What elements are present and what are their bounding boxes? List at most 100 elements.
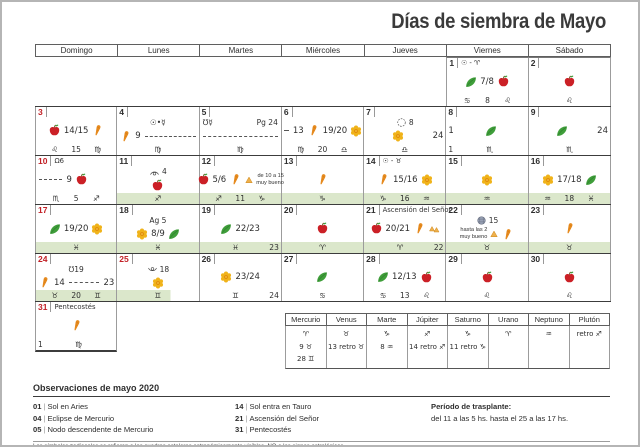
calendar-row-3: 17 19/20 ♓ 18 Ag 5 8/9 ♓ 19 22/23 ♓ 23 20 ♈ 21 Ascensi…	[35, 204, 611, 253]
separator: |	[43, 402, 46, 411]
text-token: 14	[54, 277, 65, 288]
separator: |	[43, 413, 46, 423]
day-icons-row: hasta las 2 muy bueno	[446, 226, 527, 242]
text-token: 22	[433, 243, 444, 252]
day-cell-header: 24	[36, 254, 116, 264]
day-icons-row: 5/6 de 10 a 15 muy bueno	[198, 166, 284, 193]
text-token: 23	[103, 277, 115, 288]
text-token: ♐	[154, 194, 162, 203]
observation-text: Sol en Aries	[47, 402, 88, 411]
text-token: ♒	[483, 194, 491, 203]
day-icons-row	[117, 177, 198, 193]
moon-constellation-row: ♑	[281, 193, 364, 204]
observation-text: Sol entra en Tauro	[249, 402, 312, 411]
day-cell-header: 4	[117, 107, 198, 117]
day-cell-22: 22 15 hasta las 2 muy bueno ♉	[446, 205, 529, 253]
separator: |	[43, 425, 46, 434]
observations-list: 01 | Sol en Aries 04 | Eclipse de Mercurio 05 |…	[33, 401, 610, 436]
day-number: 22	[446, 205, 462, 215]
transplant-title: Período de trasplante:	[431, 402, 512, 411]
text-token: 5	[73, 194, 79, 203]
day-number: 18	[117, 205, 133, 215]
astro-symbol-row: Ag 5	[117, 215, 198, 226]
day-icons-row: 13 19/20	[282, 117, 363, 144]
day-cell-header: 11	[117, 156, 198, 166]
day-icons-row: 14 23	[36, 275, 116, 290]
fruit-day-apple-icon	[48, 124, 61, 137]
calendar-rows: 1 ☉ - ♈ 7/8 ♋ 8 ♌ 2 ♌ 3 14/15 ♌ 15 ♍ 4 ☉•☿ 9 ♍ 5 ℧☿ Pg 24 ♍ 6…	[35, 57, 611, 352]
day-cell-header: 12	[200, 156, 281, 166]
empty-cell	[200, 57, 282, 106]
empty-cell	[117, 57, 199, 106]
day-cell-25: 25 18 ♊	[117, 254, 200, 301]
text-token: ♒	[423, 194, 430, 203]
moon-constellation-row: 1 ♍	[36, 339, 116, 350]
text-token: 20	[317, 145, 328, 154]
text-token: ℧19	[68, 265, 84, 274]
moon-constellation-row: ♓ 23	[199, 242, 281, 253]
day-cell-header: 28	[364, 254, 445, 264]
text-token: ♐	[215, 194, 222, 203]
day-cell-14: 14 ☉ - ♉ 15/16 ♑ 16 ♒	[364, 156, 447, 204]
planet-header-marte: Marte	[367, 314, 408, 325]
transplant-text: del 11 a las 5 hs. hasta el 25 a las 17 …	[431, 413, 569, 423]
note-text: de 10 a 15 muy bueno	[256, 173, 284, 186]
weekday-2: Martes	[200, 45, 283, 56]
day-note: Pentecostés	[54, 303, 96, 311]
fruit-day-apple-icon	[563, 271, 576, 284]
planet-position-venus: ♉ 13 retro ♉	[327, 326, 367, 368]
fruit-day-apple-icon	[75, 173, 88, 186]
day-number: 25	[117, 254, 133, 264]
moon-constellation-row: ♒	[446, 193, 528, 204]
day-cell-header: 9	[529, 107, 610, 117]
text-token: 23	[269, 243, 279, 252]
day-icons-row: 23/24	[200, 264, 281, 290]
observation-day: 31	[235, 425, 244, 434]
day-number: 27	[282, 254, 298, 264]
fruit-day-apple-icon	[420, 271, 433, 284]
planet-position-line: 8 ♒	[380, 342, 394, 351]
moon-constellation-row: ♍	[117, 144, 198, 155]
text-token: 9	[135, 131, 141, 141]
planet-position-plutón: retro ♐	[570, 326, 610, 368]
text-token: ♈	[396, 243, 404, 252]
occultation-icon	[149, 168, 160, 176]
root-day-carrot-icon	[501, 228, 514, 241]
text-token: ♒	[544, 194, 551, 203]
root-day-carrot-icon	[377, 173, 390, 186]
observations-column-2: 14 | Sol entra en Tauro 21 | Ascensión del Se…	[235, 401, 431, 436]
day-number: 4	[117, 107, 129, 117]
text-token: 15	[71, 145, 81, 154]
separator: |	[245, 425, 248, 434]
day-icons-row	[529, 215, 610, 242]
day-icons-row: 24	[529, 117, 610, 144]
day-cell-29: 29 ♌	[446, 254, 529, 301]
text-token: ♊	[232, 291, 239, 300]
moon-constellation-row: ♋ 13 ♌	[364, 290, 445, 301]
flower-day-icon	[220, 271, 232, 283]
day-icons-row	[117, 275, 198, 290]
day-icons-row: 7/8	[447, 68, 527, 95]
moon-constellation-row: ♉ 20 ♊	[36, 290, 117, 301]
text-token: 1	[448, 125, 454, 136]
dashed-line	[68, 282, 100, 283]
planet-position-line: retro ♐	[576, 330, 602, 338]
note-line: muy bueno	[459, 234, 488, 240]
day-cell-30: 30 ♌	[529, 254, 611, 301]
weekday-6: Sábado	[555, 46, 584, 55]
text-token: 7/8	[480, 76, 494, 87]
astro-symbol-row: 18	[117, 264, 198, 275]
text-token: 17/18	[557, 174, 582, 185]
weekday-3: Miércoles	[282, 45, 365, 56]
day-icons-row: 9	[117, 128, 198, 144]
fruit-day-apple-icon	[497, 75, 510, 88]
text-token: 5/6	[212, 174, 227, 185]
weekday-5: Viernes	[447, 45, 529, 56]
calendar-row-0: 1 ☉ - ♈ 7/8 ♋ 8 ♌ 2 ♌	[35, 57, 611, 106]
observation-day: 14	[235, 402, 244, 411]
text-token: ♌	[423, 291, 430, 300]
day-cell-12: 12 5/6 de 10 a 15 muy bueno ♐ 11 ♑	[198, 156, 284, 204]
warning-triangles-icon	[429, 225, 440, 233]
flower-day-icon	[91, 223, 103, 235]
